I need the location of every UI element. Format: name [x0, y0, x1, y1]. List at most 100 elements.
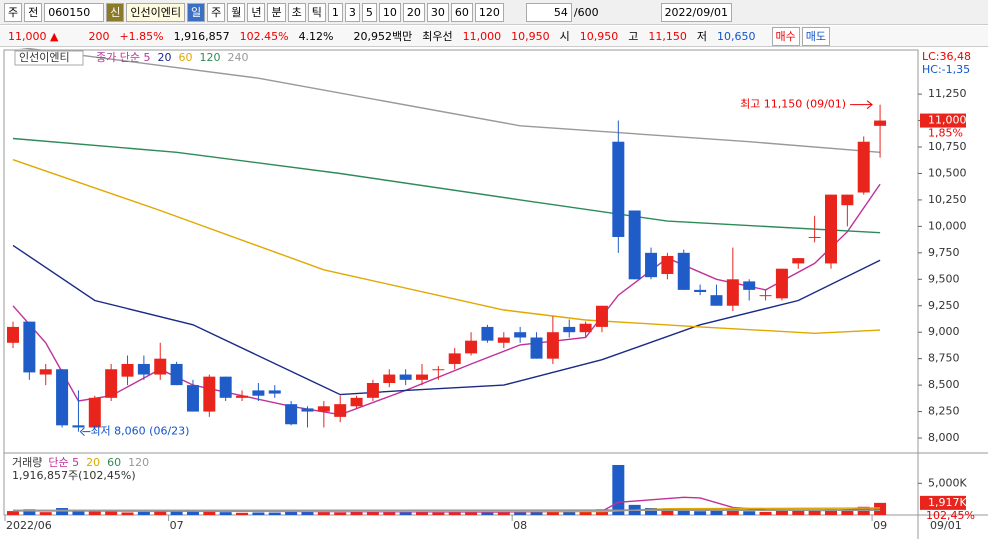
volume-bar	[219, 512, 232, 515]
toolbar-button[interactable]: 월	[227, 2, 246, 22]
candle-body	[481, 326, 494, 341]
volume-bar	[612, 464, 625, 515]
sell-button[interactable]: 매도	[801, 26, 830, 46]
last-price-label: 11,000	[928, 114, 967, 127]
volume-bar	[268, 512, 281, 515]
candle-body	[432, 369, 445, 371]
toolbar-button[interactable]: 120	[474, 2, 504, 22]
candle-body	[661, 256, 674, 275]
toolbar-button[interactable]: 전	[24, 2, 43, 22]
toolbar-button[interactable]: 30	[426, 2, 449, 22]
x-tick-label: 09	[873, 519, 887, 532]
toolbar: 주 전 060150 신 인선이엔티 일 주 월 년 분 초 틱 1 3 5 10 20 30 60 120 54/60…	[0, 0, 988, 25]
toolbar-button[interactable]: 60	[450, 2, 473, 22]
volume-bar	[252, 512, 265, 515]
low-arrow	[79, 427, 91, 437]
volume-bar	[514, 511, 527, 515]
candle-body	[857, 141, 870, 193]
toolbar-button[interactable]: 060150	[44, 2, 105, 22]
volume-bar	[301, 511, 314, 515]
volume-bar	[317, 512, 330, 515]
candle-body	[105, 369, 118, 398]
y-tick-label: 5,000K	[928, 476, 967, 489]
volume-bar	[383, 512, 396, 515]
legend-entry: 120	[199, 51, 220, 64]
candle-body	[350, 397, 363, 407]
toolbar-button[interactable]: 5	[361, 2, 377, 22]
candle-body	[7, 326, 19, 343]
volume-bar	[481, 511, 494, 515]
date-label: 09/01	[930, 519, 962, 532]
toolbar-button[interactable]: 인선이엔티	[126, 2, 185, 22]
moving-average-line	[12, 183, 881, 416]
volume-bar	[416, 512, 428, 515]
legend-entry: 20	[86, 456, 100, 469]
volume-bar	[23, 509, 36, 515]
toolbar-button[interactable]: 주	[207, 2, 226, 22]
candle-body	[645, 252, 658, 278]
y-tick-label: 10,750	[928, 140, 967, 153]
low-annotation: 최저 8,060 (06/23)	[90, 425, 189, 438]
quote-turnover: 4.12%	[298, 29, 334, 43]
volume-bar	[759, 511, 772, 515]
buy-button[interactable]: 매수	[771, 26, 800, 46]
toolbar-button[interactable]: 일	[186, 2, 206, 22]
quote-vol-rate: 102.45%	[239, 29, 289, 43]
volume-bar	[579, 511, 592, 515]
toolbar-button[interactable]: 20	[402, 2, 425, 22]
moving-average-line	[12, 137, 881, 234]
y-tick-label: 8,000	[928, 431, 960, 444]
volume-bar	[105, 510, 118, 515]
quote-volume: 1,916,857	[173, 29, 230, 43]
volume-bar	[563, 511, 576, 515]
volume-bar	[236, 512, 249, 515]
candle-body	[186, 385, 199, 412]
candle-body	[301, 408, 314, 412]
legend-entry: 240	[227, 51, 248, 64]
volume-bar	[203, 510, 216, 515]
quote-high-label: 고	[628, 30, 639, 43]
toolbar-button[interactable]: 주	[4, 2, 23, 22]
last-volume-change: 102,45%	[926, 509, 975, 522]
quote-change: 200	[88, 29, 110, 43]
quote-amount: 20,952백만	[353, 30, 413, 43]
candle-body	[236, 395, 249, 398]
toolbar-button[interactable]: 년	[247, 2, 266, 22]
quote-open: 10,950	[579, 29, 619, 43]
volume-bar	[726, 509, 739, 515]
volume-bar	[546, 510, 559, 515]
volume-bar	[137, 511, 150, 515]
count[interactable]: 54	[525, 2, 572, 22]
last-change-label: 1,85%	[928, 127, 963, 140]
date[interactable]: 2022/09/01	[660, 2, 732, 22]
high-annotation: 최고 11,150 (09/01)	[740, 98, 846, 111]
volume-bar	[792, 510, 805, 515]
candle-body	[285, 404, 298, 425]
candle-body	[39, 369, 52, 375]
y-tick-label: 8,250	[928, 405, 960, 418]
toolbar-button[interactable]: 초	[287, 2, 306, 22]
candle-body	[759, 295, 772, 297]
candle-body	[448, 353, 461, 364]
toolbar-button[interactable]: 신	[106, 2, 125, 22]
toolbar-button[interactable]: 10	[378, 2, 401, 22]
volume-bar	[448, 511, 461, 515]
candle-body	[841, 194, 854, 206]
quote-open-label: 시	[559, 30, 570, 43]
candle-body	[72, 425, 85, 428]
toolbar-button[interactable]: 3	[344, 2, 360, 22]
volume-bar	[399, 512, 412, 515]
candle-body	[170, 363, 183, 386]
volume-bar	[121, 512, 134, 515]
toolbar-button[interactable]: 1	[327, 2, 343, 22]
volume-bar	[497, 512, 510, 515]
toolbar-button[interactable]: 분	[267, 2, 286, 22]
moving-average-line	[12, 244, 881, 396]
quote-price: 11,000 ▲	[8, 29, 59, 43]
candle-body	[530, 337, 543, 359]
volume-bar	[775, 510, 788, 515]
moving-average-line	[19, 48, 881, 153]
candle-body	[497, 337, 510, 343]
toolbar-button[interactable]: 틱	[307, 2, 326, 22]
